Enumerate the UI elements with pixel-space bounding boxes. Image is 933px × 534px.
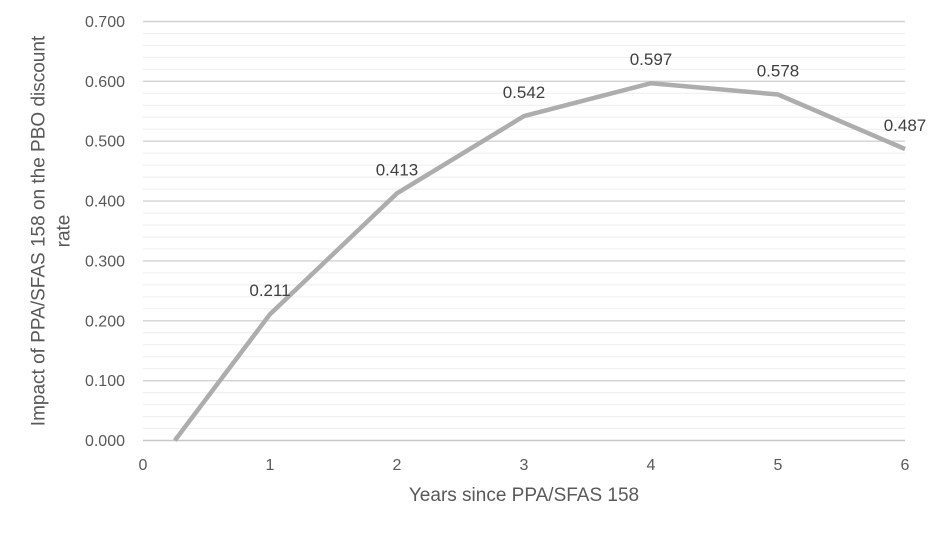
x-tick-label: 2 [393, 457, 402, 474]
x-tick-label: 4 [647, 457, 656, 474]
data-label: 0.487 [884, 116, 927, 135]
y-axis-title: Impact of PPA/SFAS 158 on the PBO discou… [29, 35, 50, 426]
y-tick-label: 0.700 [85, 14, 125, 31]
y-tick-label: 0.300 [85, 253, 125, 270]
data-label: 0.542 [503, 83, 546, 102]
y-tick-label: 0.600 [85, 74, 125, 91]
series-line [173, 80, 906, 442]
y-axis-title: rate [54, 215, 75, 248]
x-tick-label: 3 [520, 457, 529, 474]
data-label: 0.597 [630, 50, 673, 69]
y-tick-label: 0.500 [85, 134, 125, 151]
data-label: 0.211 [249, 281, 290, 300]
y-tick-label: 0.100 [85, 373, 125, 390]
data-label: 0.413 [376, 160, 419, 179]
x-tick-label: 5 [774, 457, 783, 474]
y-tick-label: 0.400 [85, 194, 125, 211]
x-tick-label: 0 [139, 457, 148, 474]
x-tick-label: 6 [901, 457, 910, 474]
data-label: 0.578 [757, 62, 800, 81]
x-axis-title: Years since PPA/SFAS 158 [409, 485, 639, 506]
y-tick-label: 0.200 [85, 313, 125, 330]
y-tick-label: 0.000 [85, 433, 125, 450]
x-tick-label: 1 [266, 457, 275, 474]
